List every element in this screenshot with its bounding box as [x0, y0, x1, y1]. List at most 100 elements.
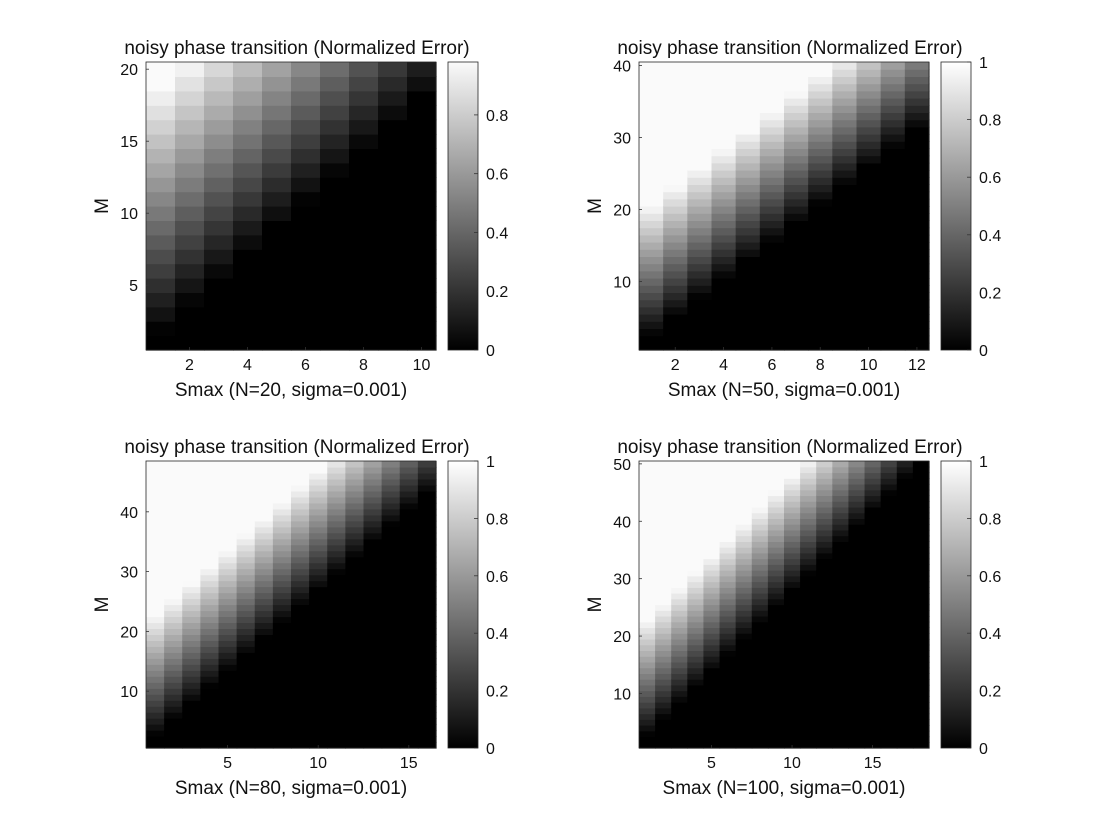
heatmap-cell — [272, 520, 292, 528]
heatmap-cell — [327, 628, 346, 635]
heatmap-cell — [687, 184, 713, 193]
heatmap-cell — [655, 512, 672, 519]
heatmap-cell — [663, 126, 688, 135]
heatmap-cell — [254, 592, 274, 600]
heatmap-cell — [345, 592, 365, 600]
heatmap-cell — [254, 730, 274, 737]
heatmap-cell — [719, 483, 737, 491]
heatmap-cell — [735, 679, 753, 686]
heatmap-cell — [896, 633, 914, 640]
heatmap-cell — [639, 299, 664, 308]
heatmap-cell — [378, 148, 408, 164]
heatmap-cell — [687, 656, 705, 663]
heatmap-cell — [832, 342, 858, 351]
heatmap-cell — [687, 742, 705, 749]
heatmap-cell — [735, 472, 753, 479]
heatmap-cell — [663, 256, 688, 265]
heatmap-cell — [896, 541, 914, 548]
heatmap-cell — [164, 598, 183, 606]
heatmap-cell — [291, 508, 310, 516]
heatmap-cell — [407, 105, 437, 121]
heatmap-cell — [912, 661, 930, 669]
heatmap-cell — [182, 700, 201, 707]
y-tick-label: 30 — [613, 572, 631, 589]
heatmap-cell — [378, 306, 408, 322]
heatmap-cell — [759, 83, 785, 92]
heatmap-cell — [832, 227, 858, 236]
heatmap-cell — [182, 556, 201, 564]
heatmap-cell — [363, 520, 383, 528]
heatmap-cell — [639, 98, 664, 106]
heatmap-cell — [856, 126, 882, 135]
heatmap-cell — [751, 461, 769, 468]
heatmap-cell — [880, 501, 898, 508]
colorbar-tick-label: 1 — [979, 55, 988, 72]
heatmap-cell — [164, 520, 183, 528]
heatmap-cell — [655, 529, 672, 537]
heatmap-cell — [719, 587, 737, 594]
heatmap-cell — [272, 580, 292, 588]
heatmap-cell — [639, 501, 656, 508]
heatmap-cell — [146, 206, 176, 221]
heatmap-cell — [399, 622, 419, 630]
heatmap-cell — [912, 725, 930, 732]
heatmap-cell — [832, 713, 850, 720]
heatmap-cell — [687, 466, 705, 474]
heatmap-cell — [639, 627, 656, 634]
heatmap-cell — [327, 478, 346, 486]
heatmap-cell — [671, 638, 688, 646]
heatmap-cell — [175, 105, 205, 121]
heatmap-cell — [363, 592, 383, 600]
heatmap-cell — [639, 162, 664, 171]
heatmap-cell — [687, 242, 713, 250]
heatmap-cell — [767, 524, 785, 531]
heatmap-cell — [703, 696, 721, 703]
heatmap-cell — [816, 478, 833, 485]
heatmap-cell — [262, 105, 292, 121]
heatmap-cell — [864, 633, 882, 640]
heatmap-cell — [655, 518, 672, 525]
heatmap-cell — [896, 552, 914, 560]
heatmap-cell — [204, 249, 234, 265]
heatmap-cell — [856, 206, 882, 214]
heatmap-cell — [381, 562, 401, 570]
heatmap-cell — [735, 518, 753, 525]
heatmap-cell — [735, 541, 753, 548]
heatmap-cell — [200, 586, 220, 594]
heatmap-cell — [832, 696, 850, 703]
heatmap-cell — [639, 610, 656, 617]
heatmap-cell — [381, 556, 401, 564]
heatmap-cell — [816, 518, 833, 525]
heatmap-cell — [711, 112, 737, 121]
heatmap-cell — [655, 707, 672, 715]
heatmap-cell — [912, 472, 930, 479]
heatmap-cell — [381, 688, 401, 695]
heatmap-cell — [272, 598, 292, 606]
heatmap-cell — [407, 220, 437, 236]
heatmap-cell — [345, 616, 365, 624]
heatmap-cell — [832, 285, 858, 293]
heatmap-cell — [349, 220, 379, 236]
heatmap-cell — [639, 328, 664, 337]
heatmap-cell — [272, 652, 292, 659]
heatmap-cell — [417, 604, 437, 612]
heatmap-cell — [236, 718, 256, 725]
heatmap-cell — [880, 547, 898, 554]
heatmap-cell — [345, 461, 365, 468]
heatmap-cell — [182, 526, 201, 534]
heatmap-cell — [254, 478, 274, 486]
heatmap-cell — [164, 610, 183, 618]
heatmap-cell — [663, 112, 688, 121]
heatmap-cell — [233, 105, 263, 121]
heatmap-cell — [800, 650, 817, 657]
heatmap-cell — [832, 581, 850, 588]
heatmap-cell — [182, 568, 201, 576]
heatmap-cell — [848, 547, 866, 554]
heatmap-cell — [711, 177, 737, 185]
heatmap-cell — [345, 508, 365, 516]
heatmap-cell — [381, 736, 401, 743]
x-tick-label: 4 — [243, 357, 252, 374]
heatmap-cell — [399, 664, 419, 671]
heatmap-cell — [639, 661, 656, 669]
heatmap-cell — [896, 506, 914, 514]
